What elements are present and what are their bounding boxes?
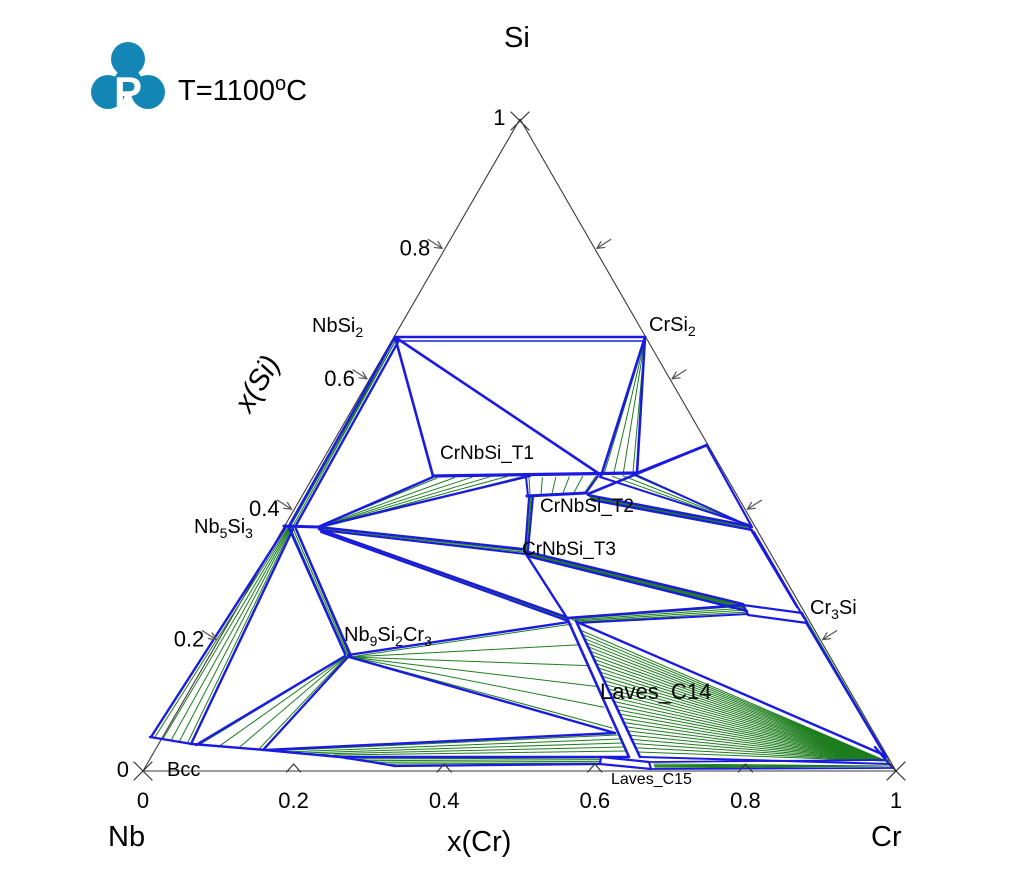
corner-label-nb: Nb [108, 821, 145, 853]
phase-label-nb5si3: Nb5Si3 [194, 516, 253, 541]
left-tick-label: 0.2 [174, 627, 205, 652]
left-tick-label: 0.8 [400, 235, 431, 260]
axis-label-xcr: x(Cr) [447, 826, 511, 858]
phase-label-laves-c14: Laves_C14 [600, 679, 711, 704]
corner-label-cr: Cr [871, 821, 902, 853]
phase-label-laves-c15: Laves_C15 [611, 771, 692, 788]
bottom-tick-label: 0.2 [278, 788, 309, 813]
phase-label-crsi2: CrSi2 [649, 314, 696, 339]
phase-boundaries [148, 335, 894, 771]
bottom-tick-label: 0.6 [580, 788, 611, 813]
phase-label-cr3si: Cr3Si [810, 597, 857, 622]
phase-label-crnbsi-t2: CrNbSi_T2 [540, 496, 634, 517]
corner-label-si: Si [504, 22, 530, 54]
phase-label-crnbsi-t1: CrNbSi_T1 [440, 443, 534, 464]
left-tick-label: 1 [493, 105, 505, 130]
phase-label-nbsi2: NbSi2 [312, 315, 363, 340]
phase-label-crnbsi-t3: CrNbSi_T3 [522, 539, 616, 560]
pandat-logo-icon: P [91, 42, 165, 115]
logo-letter: P [114, 68, 142, 115]
phase-label-nb9si2cr3: Nb9Si2Cr3 [344, 624, 432, 649]
bottom-tick-label: 0.8 [730, 788, 761, 813]
left-tick-label: 0.6 [324, 366, 355, 391]
left-tick-label: 0.4 [249, 496, 280, 521]
chart-labels: Si Nb Cr x(Cr) x(Si) T=1100oC NbSi2 CrSi2 Nb5Si3… [108, 22, 902, 858]
axis-ticks: 0 0.2 0.4 0.6 0.8 1 0 0.2 0.4 0.6 0.8 1 [117, 105, 906, 813]
left-tick-label: 0 [117, 757, 129, 782]
bottom-tick-label: 1 [890, 788, 902, 813]
axis-label-xsi: x(Si) [228, 350, 287, 419]
phase-label-bcc: Bcc [167, 759, 200, 781]
bottom-tick-label: 0 [137, 788, 149, 813]
bottom-tick-label: 0.4 [429, 788, 460, 813]
temperature-label: T=1100oC [178, 73, 307, 107]
